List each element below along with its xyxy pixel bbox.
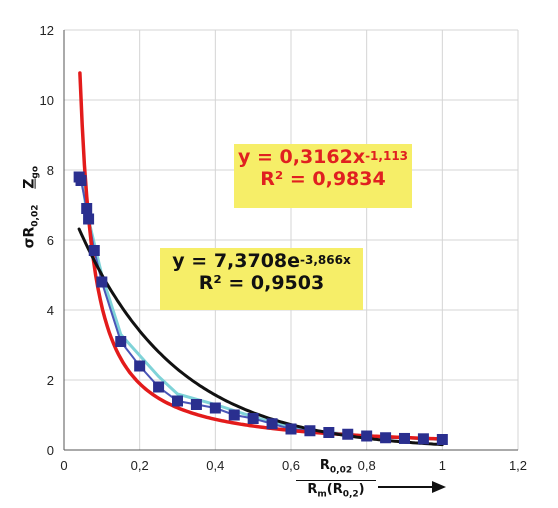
data-point bbox=[266, 418, 278, 430]
y-tick-label: 2 bbox=[47, 373, 54, 388]
x-label-numerator: R bbox=[319, 458, 330, 473]
data-point bbox=[134, 360, 146, 372]
data-point bbox=[172, 395, 183, 407]
x-label-denominator: R bbox=[307, 481, 318, 497]
x-tick-label: 0,8 bbox=[358, 458, 376, 473]
data-point bbox=[153, 381, 165, 393]
x-tick-label: 1,2 bbox=[509, 458, 527, 473]
data-point bbox=[96, 276, 108, 288]
exponential-fit-equation: y = 7,3708e bbox=[172, 250, 301, 272]
y-tick-label: 0 bbox=[47, 443, 54, 458]
y-label-top: Z bbox=[21, 178, 38, 189]
x-tick-label: 0 bbox=[60, 458, 67, 473]
data-point bbox=[417, 433, 429, 445]
data-point bbox=[342, 428, 354, 440]
data-point bbox=[399, 432, 410, 444]
y-label-bottom: σR bbox=[21, 226, 38, 249]
x-axis-label: R0,02 Rm(R0,2) bbox=[296, 458, 376, 502]
power-fit-equation: y = 0,3162x bbox=[237, 146, 366, 168]
data-point bbox=[88, 245, 100, 256]
x-tick-label: 0,2 bbox=[131, 458, 149, 473]
x-label-denominator-sub-m: m bbox=[317, 489, 327, 500]
data-point bbox=[115, 336, 127, 347]
data-point bbox=[83, 213, 95, 225]
data-point bbox=[285, 423, 297, 435]
x-arrow-head bbox=[432, 481, 446, 493]
y-tick-label: 10 bbox=[40, 93, 54, 108]
data-point bbox=[190, 399, 202, 410]
y-label-bottom-sub: 0,02 bbox=[30, 204, 41, 227]
data-point bbox=[209, 402, 221, 414]
y-tick-label: 6 bbox=[47, 233, 54, 248]
x-tick-label: 0,4 bbox=[206, 458, 224, 473]
data-point bbox=[323, 427, 335, 438]
y-axis-label: σR0,02 Zgo bbox=[14, 166, 44, 250]
y-tick-label: 8 bbox=[47, 163, 54, 178]
x-label-numerator-sub: 0,02 bbox=[329, 465, 353, 476]
power-fit-exponent: -1,113 bbox=[365, 149, 409, 163]
y-tick-label: 4 bbox=[47, 303, 54, 318]
power-fit-equation-box: y = 0,3162x-1,113 R² = 0,9834 bbox=[234, 144, 412, 208]
x-label-denominator-close: ) bbox=[358, 481, 365, 497]
data-point bbox=[304, 425, 316, 437]
exponential-fit-exponent: -3,866x bbox=[300, 253, 351, 267]
data-point bbox=[247, 413, 259, 424]
data-point bbox=[228, 409, 240, 421]
data-point bbox=[361, 430, 373, 442]
data-point bbox=[380, 432, 392, 444]
exponential-fit-r2: R² = 0,9503 bbox=[198, 272, 325, 295]
data-point bbox=[81, 203, 93, 214]
y-label-top-sub: go bbox=[30, 165, 41, 179]
data-point bbox=[75, 175, 87, 186]
x-tick-label: 1 bbox=[439, 458, 446, 473]
power-fit-r2: R² = 0,9834 bbox=[260, 168, 386, 191]
exponential-fit-equation-box: y = 7,3708e-3,866x R² = 0,9503 bbox=[160, 248, 363, 310]
y-tick-label: 12 bbox=[40, 23, 54, 38]
x-label-denominator-paren: (R bbox=[326, 481, 343, 497]
x-tick-label: 0,6 bbox=[282, 458, 300, 473]
data-point bbox=[436, 434, 448, 445]
x-label-denominator-sub: 0,2 bbox=[342, 489, 359, 500]
